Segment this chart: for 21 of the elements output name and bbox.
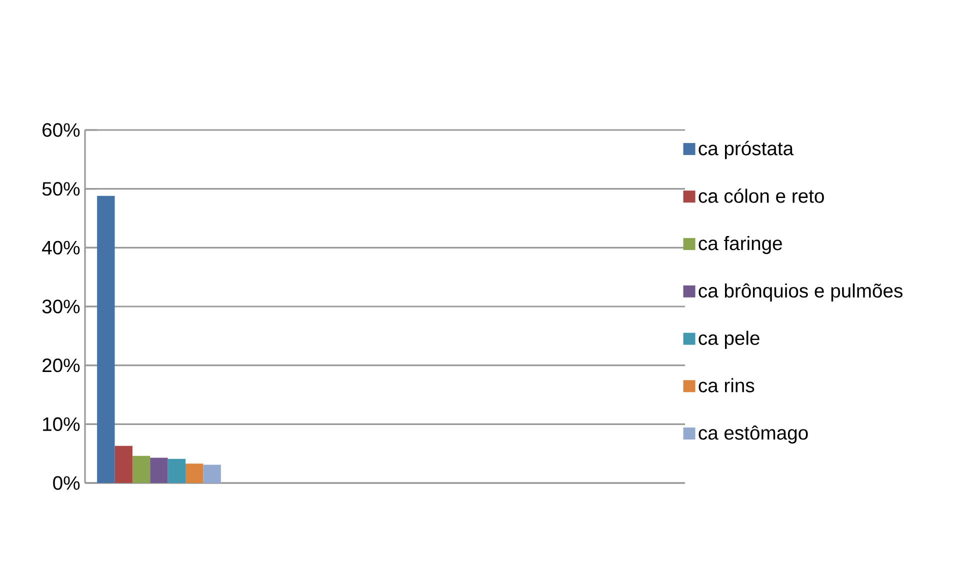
legend-label: ca estômago	[698, 425, 808, 444]
legend-label: ca brônquios e pulmões	[698, 283, 902, 302]
y-tick-label: 50%	[42, 182, 80, 196]
legend-label: ca pele	[698, 330, 760, 349]
bar	[97, 196, 115, 483]
y-tick-label: 10%	[43, 417, 80, 432]
y-tick-label: 30%	[42, 300, 80, 314]
bar	[150, 458, 168, 483]
y-tick-label: 40%	[42, 240, 80, 255]
bar	[186, 464, 204, 483]
bar	[168, 458, 186, 483]
legend-label: ca cólon e reto	[698, 188, 824, 203]
bar	[132, 456, 150, 483]
y-tick-label: 20%	[42, 358, 80, 372]
y-tick-label: 60%	[42, 123, 80, 137]
bar	[114, 446, 132, 483]
legend-label: ca rins	[698, 378, 754, 392]
bar	[203, 464, 221, 483]
legend-label: ca faringe	[698, 236, 782, 254]
y-tick-label: 0%	[53, 476, 80, 490]
legend-label: ca próstata	[698, 140, 794, 160]
